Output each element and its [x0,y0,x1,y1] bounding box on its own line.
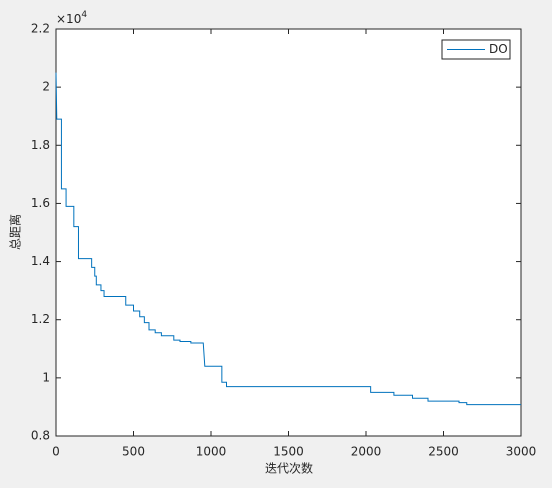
y-axis-label: 总距离 [8,214,23,250]
x-tick-label: 3000 [506,445,537,459]
y-tick-label: 1 [42,370,50,384]
y-multiplier-exponent: 4 [81,10,87,20]
data-line [55,72,521,406]
y-multiplier: ×104 [56,10,87,26]
y-tick-label: 1.8 [31,138,50,152]
x-tick-label: 1000 [196,445,227,459]
x-axis-label: 迭代次数 [265,461,313,476]
y-tick-label: 2 [42,80,50,94]
y-tick-label: 0.8 [31,429,50,443]
x-tick-label: 2000 [351,445,382,459]
x-tick-label: 2500 [428,445,459,459]
y-tick-label: 1.6 [31,196,50,210]
x-tick-label: 500 [122,445,145,459]
y-tick-label: 1.2 [31,312,50,326]
y-multiplier-base: ×10 [56,12,81,26]
y-tick-label: 1.4 [31,254,50,268]
x-tick-label: 1500 [273,445,304,459]
x-tick-label: 0 [52,445,60,459]
plot-area [56,29,521,436]
y-tick-label: 2.2 [31,22,50,36]
legend-label: DO [489,42,508,56]
